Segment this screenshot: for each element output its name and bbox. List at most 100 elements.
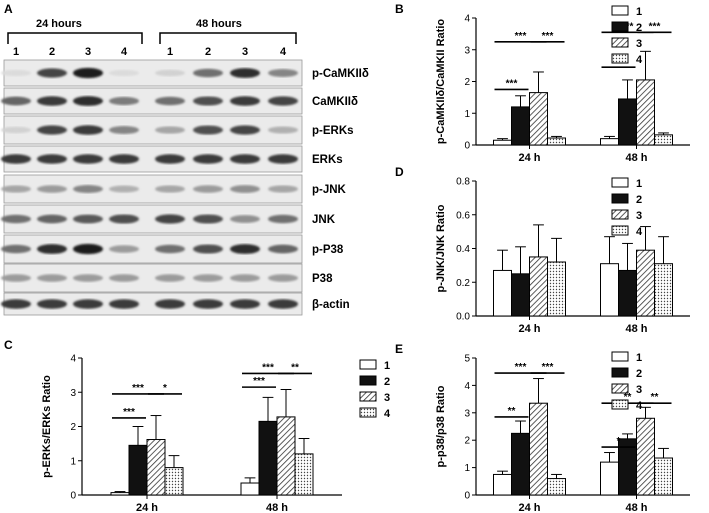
blot-band [268, 274, 298, 282]
blot-band [193, 214, 223, 224]
blot-row: JNK [1, 204, 336, 234]
lane-label: 4 [280, 46, 287, 58]
panel-letter-e: E [395, 342, 403, 356]
significance-label: ** [508, 406, 516, 417]
significance-label: *** [649, 21, 661, 32]
legend-label: 4 [636, 400, 643, 412]
significance-label: ** [651, 392, 659, 403]
blot-band [193, 154, 223, 164]
bar [654, 134, 673, 146]
y-tick-label: 1 [464, 109, 470, 120]
blot-band [109, 69, 139, 77]
x-tick-label: 24 h [518, 152, 540, 164]
bar [493, 473, 512, 496]
blot-band [73, 299, 103, 309]
legend-label: 2 [636, 22, 642, 34]
legend-label: 1 [636, 6, 642, 18]
significance-label: *** [515, 362, 527, 373]
blot-row-label: p-JNK [312, 184, 347, 196]
y-tick-label: 4 [464, 381, 470, 392]
blot-band [73, 214, 103, 224]
y-tick-label: 0.4 [456, 244, 470, 255]
bar [636, 249, 655, 317]
bar [547, 478, 566, 496]
legend-swatch [359, 359, 377, 370]
bar [600, 461, 619, 496]
lane-label: 2 [49, 46, 55, 58]
blot-band [193, 68, 223, 78]
chart-panel-b: 0 1 2 3 4 p-CaMKIIδ/CaMKII Ratio 24 h 48 h *** **… [435, 5, 690, 164]
panel-letter-d: D [395, 165, 404, 179]
bar [128, 444, 148, 496]
lane-label: 4 [121, 46, 128, 58]
y-tick-label: 0.6 [456, 210, 470, 221]
blot-row: P38 [1, 263, 333, 293]
y-tick-label: 0.0 [456, 312, 470, 323]
blot-band [109, 96, 139, 106]
blot-band [73, 243, 103, 255]
legend-label: 3 [636, 384, 642, 396]
blot-band [37, 244, 67, 254]
blot-band [109, 299, 139, 309]
blot-band [193, 185, 223, 193]
y-tick-label: 2 [70, 422, 76, 433]
legend-label: 1 [636, 352, 642, 364]
blot-band [1, 185, 31, 193]
legend-swatch [611, 53, 629, 64]
legend-label: 2 [636, 368, 642, 380]
x-tick-label: 48 h [625, 502, 647, 513]
bar [146, 439, 166, 496]
significance-label: * [163, 383, 167, 394]
legend-label: 2 [384, 376, 390, 388]
significance-label: *** [506, 78, 518, 89]
blot-band [230, 274, 260, 282]
bar [636, 79, 655, 146]
y-axis-label: p-CaMKIIδ/CaMKII Ratio [435, 19, 447, 145]
y-tick-label: 3 [464, 45, 470, 56]
y-tick-label: 2 [464, 436, 470, 447]
blot-band [1, 126, 31, 134]
significance-label: *** [262, 362, 274, 373]
lane-label: 1 [167, 46, 173, 58]
blot-band [109, 245, 139, 253]
bar [529, 92, 548, 146]
bar [529, 256, 548, 317]
legend-swatch [611, 37, 629, 48]
y-tick-label: 5 [464, 354, 470, 365]
x-tick-label: 48 h [625, 323, 647, 335]
blot-row-label: CaMKIIδ [312, 96, 358, 108]
y-tick-label: 0.8 [456, 177, 470, 188]
significance-label: *** [542, 31, 554, 42]
legend-label: 4 [636, 226, 643, 238]
blot-band [155, 154, 185, 164]
blot-band [73, 185, 103, 193]
blot-row-label: P38 [312, 273, 333, 285]
time-label-48h: 48 hours [196, 18, 242, 30]
bar [547, 261, 566, 317]
blot-band [230, 154, 260, 164]
blot-band [268, 69, 298, 77]
blot-row: CaMKIIδ [1, 87, 358, 115]
blot-band [37, 214, 67, 224]
blot-band [1, 96, 31, 106]
y-tick-label: 4 [464, 14, 470, 25]
blot-band [37, 125, 67, 135]
legend-swatch [611, 351, 629, 362]
panel-letter-b: B [395, 2, 404, 16]
blot-band [268, 96, 298, 106]
y-tick-label: 0 [464, 491, 470, 502]
blot-band [1, 69, 31, 77]
blot-band [230, 185, 260, 193]
y-axis-label: p-JNK/JNK Ratio [435, 204, 447, 292]
legend-label: 2 [636, 194, 642, 206]
legend-swatch [611, 21, 629, 32]
y-tick-label: 3 [70, 388, 76, 399]
blot-band [230, 244, 260, 254]
blot-band [73, 154, 103, 164]
bar [600, 263, 619, 317]
blot-band [109, 126, 139, 134]
blot-band [230, 96, 260, 106]
bracket-24h [7, 32, 143, 44]
blot-band [73, 67, 103, 79]
lane-label: 3 [242, 46, 248, 58]
